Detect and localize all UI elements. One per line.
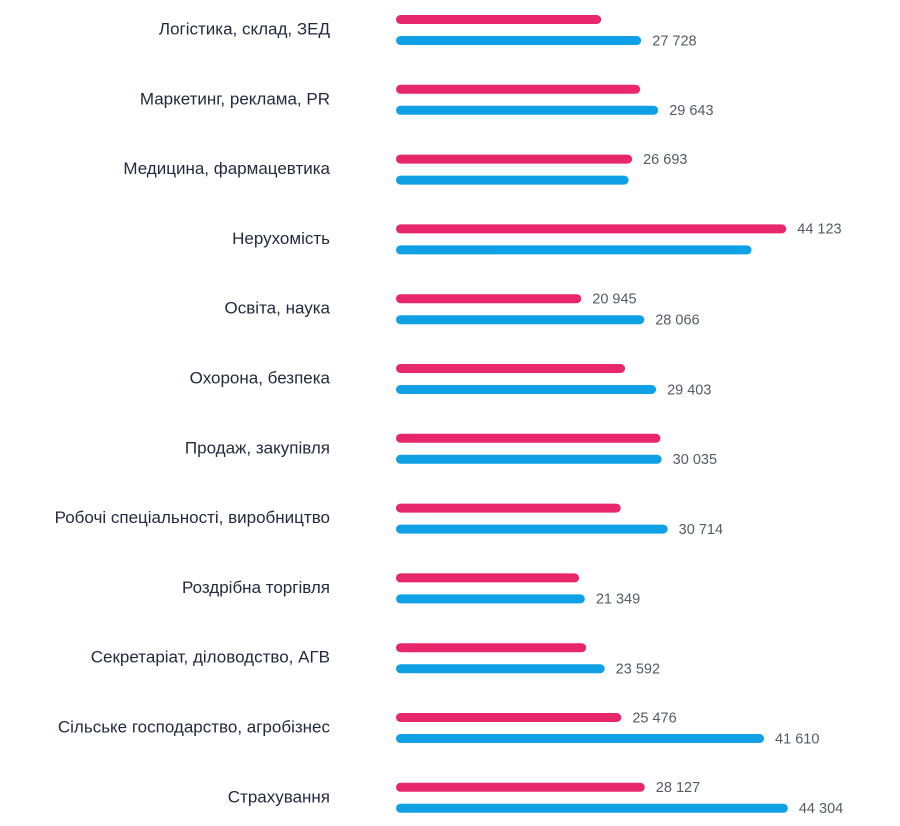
category-label: Нерухомість	[232, 229, 330, 248]
value-label: 44 304	[799, 801, 843, 817]
value-label: 30 035	[673, 452, 717, 468]
value-labels: 27 728 29 643 26 693 44 123 20 945 28 066 29 4…	[592, 33, 843, 817]
category-label: Секретаріат, діловодство, АГВ	[91, 648, 330, 667]
value-label: 41 610	[775, 731, 819, 747]
category-label: Охорона, безпека	[190, 368, 331, 387]
category-label: Робочі спеціальності, виробництво	[55, 508, 330, 527]
value-label: 26 693	[643, 152, 687, 168]
category-label: Роздрібна торгівля	[182, 578, 330, 597]
category-label: Продаж, закупівля	[185, 438, 330, 457]
value-label: 28 066	[655, 313, 699, 329]
value-label: 23 592	[616, 662, 660, 678]
category-label: Логістика, склад, ЗЕД	[159, 19, 331, 38]
value-label: 25 476	[632, 710, 676, 726]
category-label: Маркетинг, реклама, PR	[140, 89, 330, 108]
category-labels: Логістика, склад, ЗЕД Маркетинг, реклама,…	[55, 19, 331, 806]
value-label: 44 123	[797, 222, 841, 238]
bars-group	[396, 15, 788, 813]
value-label: 29 643	[669, 103, 713, 119]
category-label: Страхування	[228, 787, 330, 806]
value-label: 20 945	[592, 292, 636, 308]
category-label: Освіта, наука	[225, 299, 331, 318]
value-label: 28 127	[656, 780, 700, 796]
value-label: 27 728	[652, 33, 696, 49]
category-label: Сільське господарство, агробізнес	[58, 717, 331, 736]
value-label: 30 714	[679, 522, 723, 538]
value-label: 29 403	[667, 382, 711, 398]
value-label: 21 349	[596, 592, 640, 608]
category-label: Медицина, фармацевтика	[123, 159, 330, 178]
